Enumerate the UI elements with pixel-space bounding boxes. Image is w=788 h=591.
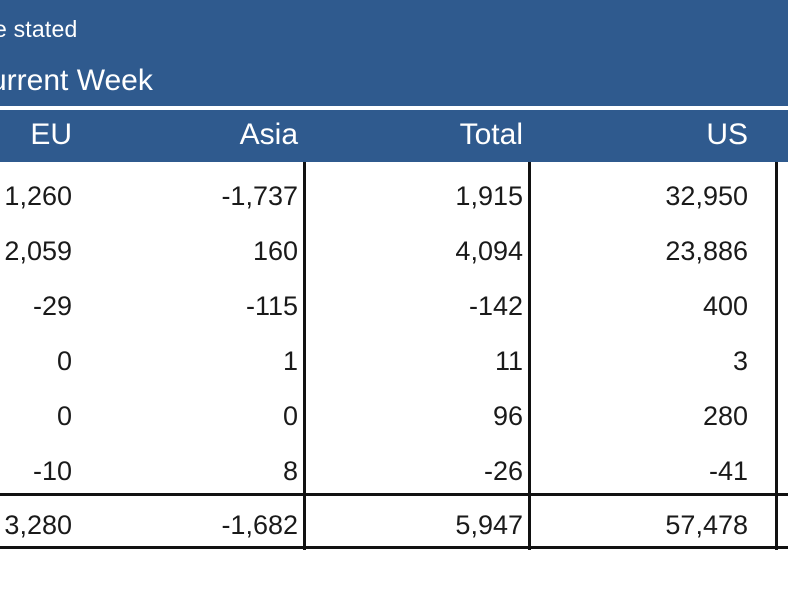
table-cell: -10 xyxy=(32,456,72,486)
column-header-band xyxy=(0,110,788,162)
table-cell: -115 xyxy=(245,291,298,321)
header-divider xyxy=(0,106,788,110)
table-cell: 0 xyxy=(56,346,72,376)
total-cell: 57,478 xyxy=(665,510,748,540)
column-header-eu: EU xyxy=(30,118,72,151)
table-cell: -26 xyxy=(483,456,523,486)
table-cell: 2,059 xyxy=(4,236,72,266)
table-cell: -1,737 xyxy=(221,181,298,211)
table-cell: -29 xyxy=(32,291,72,321)
table-title-band xyxy=(0,0,788,106)
total-bottom-rule xyxy=(0,546,788,549)
table-cell: 0 xyxy=(282,401,298,431)
column-rule-asia xyxy=(303,162,306,550)
table-cell: 8 xyxy=(282,456,298,486)
column-header-us: US xyxy=(706,118,748,151)
table-cell: 96 xyxy=(492,401,523,431)
table-cell: 400 xyxy=(702,291,748,321)
table-cell: 1 xyxy=(282,346,298,376)
table-cell: 3 xyxy=(732,346,748,376)
table-cell: 23,886 xyxy=(665,236,748,266)
table-cell: 11 xyxy=(494,346,523,376)
column-rule-us xyxy=(775,162,778,550)
table-cell: 280 xyxy=(702,401,748,431)
column-header-total: Total xyxy=(459,118,523,151)
table-cell: 1,915 xyxy=(455,181,523,211)
column-rule-total xyxy=(528,162,531,550)
total-cell: 5,947 xyxy=(455,510,523,540)
total-cell: 3,280 xyxy=(4,510,72,540)
table-cell: 0 xyxy=(56,401,72,431)
table-cell: 1,260 xyxy=(4,181,72,211)
column-header-asia: Asia xyxy=(239,118,298,151)
total-top-rule xyxy=(0,493,788,496)
table-period-title: urrent Week xyxy=(0,64,153,97)
table-cell: -41 xyxy=(708,456,748,486)
table-cell: 32,950 xyxy=(665,181,748,211)
table-cell: 160 xyxy=(252,236,298,266)
table-cell: -142 xyxy=(468,291,523,321)
table-note: e stated xyxy=(0,16,78,42)
table-cell: 4,094 xyxy=(455,236,523,266)
total-cell: -1,682 xyxy=(221,510,298,540)
